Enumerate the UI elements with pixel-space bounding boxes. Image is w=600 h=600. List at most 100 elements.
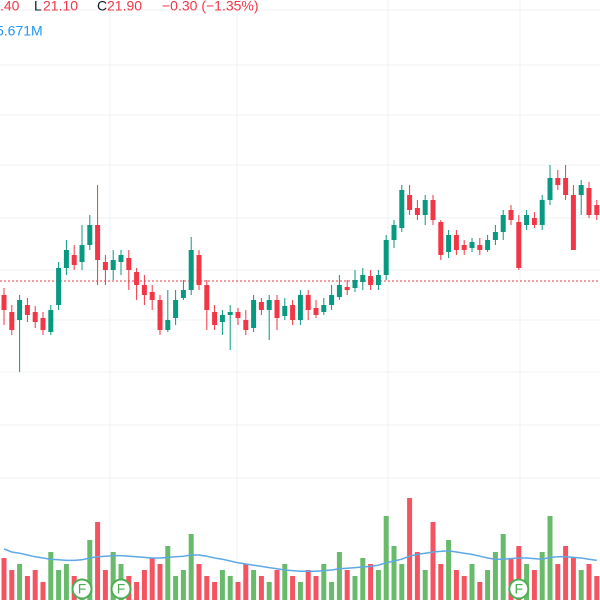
- volume-bar: [492, 552, 498, 600]
- volume-bar: [461, 576, 467, 600]
- volume-bar: [578, 570, 584, 600]
- candle-body: [71, 255, 77, 265]
- candle-body: [48, 310, 54, 332]
- event-label: F: [515, 581, 524, 597]
- candle-body: [290, 305, 296, 320]
- candle-body: [258, 302, 264, 310]
- candle-body: [586, 188, 592, 215]
- legend-open: .40: [0, 0, 20, 14]
- candle-body: [368, 276, 374, 285]
- candle-body: [570, 195, 576, 250]
- volume-bar: [87, 540, 93, 600]
- candle-body: [344, 287, 350, 290]
- volume-bar: [32, 570, 38, 600]
- candle-body: [110, 260, 116, 270]
- candle-body: [219, 315, 225, 322]
- candle-body: [524, 215, 530, 225]
- volume-bar: [149, 558, 155, 600]
- legend-change: −0.30 (−1.35%): [162, 0, 259, 14]
- volume-bar: [235, 582, 241, 600]
- volume-bar: [375, 570, 381, 600]
- candle-body: [1, 295, 7, 310]
- volume-bar: [95, 522, 101, 600]
- volume-bar: [165, 546, 171, 600]
- candle-body: [352, 280, 358, 288]
- volume-bar: [258, 576, 264, 600]
- candle-body: [383, 240, 389, 275]
- volume-bar: [399, 564, 405, 600]
- candle-body: [407, 195, 413, 210]
- event-marker: [71, 578, 93, 600]
- volume-bar: [344, 570, 350, 600]
- event-label: F: [117, 581, 126, 597]
- volume-bar: [500, 534, 506, 600]
- volume-bar: [469, 564, 475, 600]
- volume-bar: [24, 576, 30, 600]
- candle-body: [235, 312, 241, 318]
- volume-bar: [594, 576, 600, 600]
- candle-body: [438, 222, 444, 255]
- volume-bar: [282, 564, 288, 600]
- candle-body: [274, 300, 280, 318]
- volume-bar: [563, 546, 569, 600]
- volume-bar: [196, 564, 202, 600]
- candle-body: [578, 185, 584, 195]
- volume-bar: [586, 564, 592, 600]
- event-marker: [110, 578, 132, 600]
- candle-body: [141, 285, 147, 295]
- candle-body: [329, 295, 335, 305]
- candle-body: [173, 300, 179, 318]
- candle-body: [399, 190, 405, 228]
- candle-body: [461, 245, 467, 250]
- candle-body: [227, 312, 233, 315]
- volume-bar: [329, 582, 335, 600]
- volume-bar: [446, 540, 452, 600]
- event-marker: [508, 578, 530, 600]
- volume-bar: [453, 570, 459, 600]
- volume-bar: [360, 558, 366, 600]
- candle-body: [204, 285, 210, 310]
- legend-close: 21.90: [107, 0, 142, 14]
- candle-body: [212, 312, 218, 325]
- candle-body: [188, 250, 194, 290]
- volume-bar: [9, 570, 15, 600]
- volume-ma: [3, 548, 597, 572]
- candle-body: [563, 178, 569, 195]
- candle-body: [118, 255, 124, 262]
- volume-bar: [368, 564, 374, 600]
- candle-body: [40, 318, 46, 330]
- candle-body: [102, 262, 108, 270]
- candle-body: [375, 275, 381, 285]
- volume-bar: [141, 570, 147, 600]
- candle-body: [63, 250, 69, 268]
- volume-bar: [336, 552, 342, 600]
- candle-body: [500, 215, 506, 232]
- volume-bar: [48, 552, 54, 600]
- volume-bar: [297, 582, 303, 600]
- volume-bar: [212, 582, 218, 600]
- candle-body: [56, 268, 62, 305]
- candle-body: [453, 235, 459, 250]
- candle-body: [477, 245, 483, 250]
- volume-bar: [251, 570, 257, 600]
- volume-bar: [430, 522, 436, 600]
- volume-bar: [321, 564, 327, 600]
- candle-body: [196, 255, 202, 285]
- candle-body: [17, 300, 23, 320]
- candle-body: [508, 210, 514, 220]
- volume-bar: [219, 570, 225, 600]
- candle-body: [430, 200, 436, 220]
- candle-body: [321, 305, 327, 312]
- volume-bar: [1, 558, 7, 600]
- volume-bar: [570, 558, 576, 600]
- volume-bar: [290, 576, 296, 600]
- candle-body: [360, 275, 366, 282]
- candle-body: [336, 285, 342, 297]
- candle-body: [266, 300, 272, 310]
- volume-bar: [508, 558, 514, 600]
- candle-body: [446, 235, 452, 252]
- candle-body: [180, 290, 186, 298]
- candle-body: [87, 225, 93, 245]
